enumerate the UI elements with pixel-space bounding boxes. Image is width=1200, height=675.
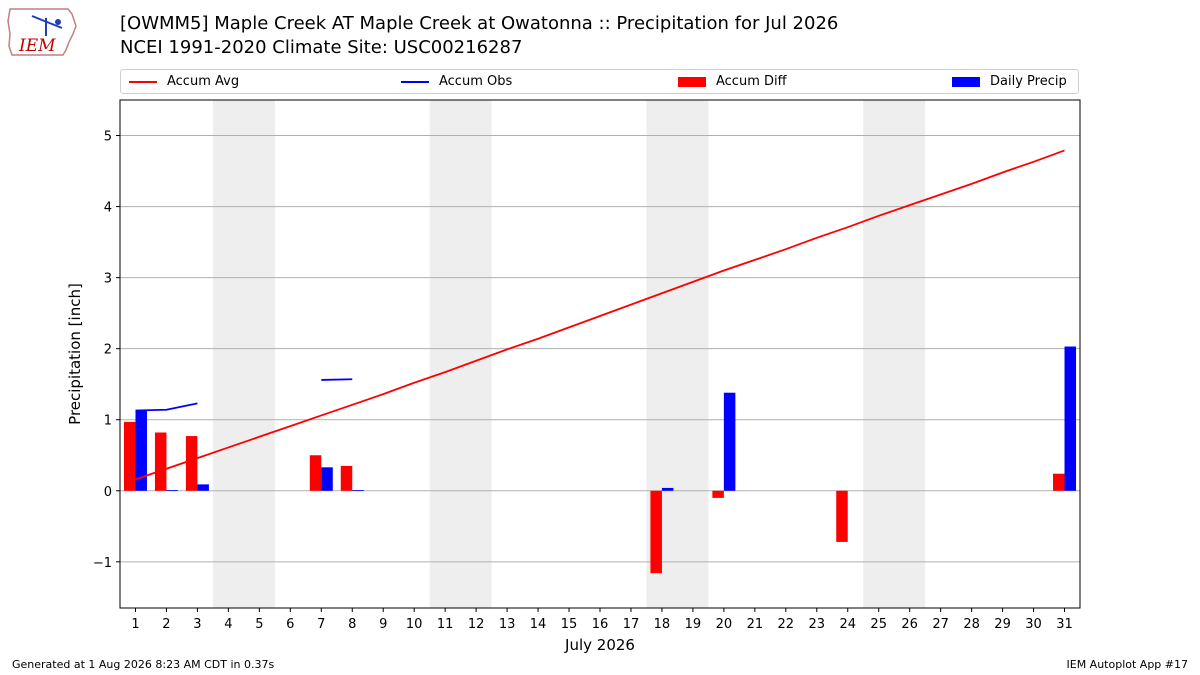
bar-daily-precip <box>197 484 209 491</box>
footer-generated: Generated at 1 Aug 2026 8:23 AM CDT in 0… <box>12 658 275 671</box>
y-tick-label: 0 <box>104 485 112 500</box>
iem-logo: IEM <box>7 8 77 56</box>
legend-label: Accum Avg <box>167 74 240 89</box>
bar-accum-diff <box>340 465 353 491</box>
legend-item-accum-avg: Accum Avg <box>129 74 239 89</box>
weekend-shade <box>863 100 926 608</box>
x-tick-label: 16 <box>592 617 609 632</box>
bar-daily-precip <box>352 490 364 491</box>
x-tick-label: 22 <box>778 617 795 632</box>
x-tick-label: 23 <box>809 617 826 632</box>
footer-app-id: IEM Autoplot App #17 <box>1066 658 1189 671</box>
bar-accum-diff <box>309 455 322 491</box>
x-tick-label: 9 <box>379 617 387 632</box>
x-tick-label: 18 <box>654 617 671 632</box>
legend-item-accum-diff: Accum Diff <box>678 74 787 89</box>
bar-daily-precip <box>166 490 178 491</box>
legend-swatch <box>129 80 157 83</box>
x-tick-label: 28 <box>963 617 980 632</box>
bar-accum-diff <box>185 436 198 491</box>
weekend-shade <box>212 100 275 608</box>
x-tick-label: 26 <box>901 617 918 632</box>
x-tick-label: 10 <box>406 617 423 632</box>
bar-daily-precip <box>1064 346 1077 491</box>
x-tick-label: 31 <box>1056 617 1073 632</box>
bar-daily-precip <box>661 487 674 491</box>
x-tick-label: 11 <box>437 617 454 632</box>
y-tick-label: −1 <box>93 556 112 571</box>
bar-daily-precip <box>321 467 333 491</box>
x-tick-label: 27 <box>932 617 949 632</box>
x-tick-label: 21 <box>747 617 764 632</box>
x-tick-label: 6 <box>286 617 294 632</box>
x-tick-label: 29 <box>994 617 1011 632</box>
bar-accum-diff <box>1053 473 1065 491</box>
legend-label: Daily Precip <box>990 74 1067 89</box>
line-accum-obs <box>321 378 353 381</box>
legend-swatch <box>401 80 429 83</box>
x-tick-label: 2 <box>162 617 170 632</box>
y-tick-label: 5 <box>104 130 112 145</box>
y-axis-label: Precipitation [inch] <box>66 283 84 425</box>
iowa-state-outline-icon <box>7 8 77 56</box>
y-tick-label: 1 <box>104 414 112 429</box>
legend-item-daily-precip: Daily Precip <box>952 74 1067 89</box>
x-tick-label: 20 <box>716 617 733 632</box>
x-tick-label: 8 <box>348 617 356 632</box>
bar-accum-diff <box>123 421 136 491</box>
x-tick-label: 19 <box>685 617 702 632</box>
x-tick-label: 24 <box>839 617 856 632</box>
x-tick-label: 13 <box>499 617 516 632</box>
legend-label: Accum Diff <box>716 74 787 89</box>
legend-swatch <box>952 76 980 87</box>
x-tick-label: 1 <box>131 617 139 632</box>
x-tick-label: 5 <box>255 617 263 632</box>
x-tick-label: 25 <box>870 617 887 632</box>
x-tick-label: 30 <box>1025 617 1042 632</box>
chart-title: [OWMM5] Maple Creek AT Maple Creek at Ow… <box>120 13 839 34</box>
y-tick-label: 2 <box>104 343 112 358</box>
y-tick-label: 4 <box>104 201 112 216</box>
x-tick-label: 12 <box>468 617 485 632</box>
chart-subtitle: NCEI 1991-2020 Climate Site: USC00216287 <box>120 37 523 58</box>
bar-accum-diff <box>154 432 167 491</box>
legend: Accum Avg Accum Obs Accum Diff Daily Pre… <box>120 69 1079 94</box>
x-tick-label: 3 <box>193 617 201 632</box>
bar-accum-diff <box>650 490 662 574</box>
legend-swatch <box>678 76 706 87</box>
x-tick-label: 15 <box>561 617 578 632</box>
legend-label: Accum Obs <box>439 74 513 89</box>
bar-accum-diff <box>712 490 724 498</box>
weekend-shade <box>429 100 492 608</box>
logo-text: IEM <box>18 36 56 56</box>
x-axis-label: July 2026 <box>564 636 635 654</box>
x-tick-label: 14 <box>530 617 547 632</box>
line-accum-obs <box>135 402 198 412</box>
line-accum-avg <box>135 149 1065 481</box>
bar-accum-diff <box>836 490 848 542</box>
bar-daily-precip <box>135 410 147 491</box>
bar-daily-precip <box>723 392 736 491</box>
x-tick-label: 4 <box>224 617 232 632</box>
x-tick-label: 17 <box>623 617 640 632</box>
x-tick-label: 7 <box>317 617 325 632</box>
y-tick-label: 3 <box>104 272 112 287</box>
legend-item-accum-obs: Accum Obs <box>401 74 512 89</box>
